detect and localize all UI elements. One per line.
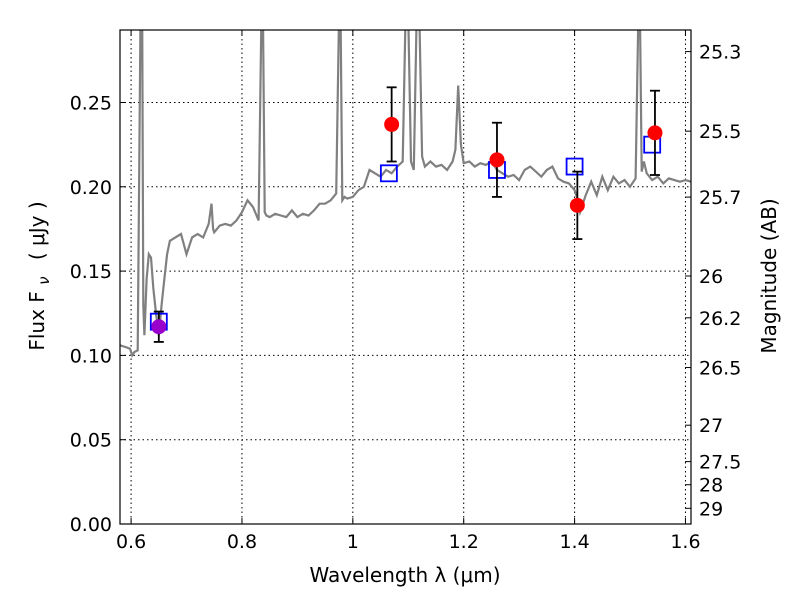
grid-lines bbox=[120, 30, 691, 525]
plot-frame bbox=[119, 29, 692, 525]
y2-tick-label: 26.2 bbox=[699, 308, 741, 330]
x-tick-label: 1.6 bbox=[670, 531, 700, 553]
y2-tick-label: 25.7 bbox=[699, 187, 741, 209]
y2-tick-label: 29 bbox=[699, 498, 723, 520]
observed-photometry-point bbox=[647, 125, 663, 141]
x-tick-label: 0.6 bbox=[116, 531, 146, 553]
y-tick-label: 0.20 bbox=[70, 177, 112, 199]
y-tick-label: 0.00 bbox=[70, 514, 112, 536]
model-photometry-square bbox=[565, 157, 584, 176]
y-tick-label: 0.10 bbox=[70, 345, 112, 367]
y-tick-label: 0.15 bbox=[70, 261, 112, 283]
x-tick-label: 1.2 bbox=[449, 531, 479, 553]
y-axis-label-main: Flux F bbox=[25, 291, 49, 350]
observed-photometry-point bbox=[489, 152, 505, 168]
y-axis-label: Flux F ν ( μJy ) bbox=[25, 201, 54, 350]
model-photometry-squares bbox=[149, 135, 662, 331]
y2-axis-label: Magnitude (AB) bbox=[757, 198, 781, 353]
observed-photometry-point bbox=[384, 116, 400, 132]
y2-tick-label: 27.5 bbox=[699, 452, 741, 474]
y-tick-label: 0.25 bbox=[70, 92, 112, 114]
svg-text:Flux F ν ( μJy ): Flux F ν ( μJy ) bbox=[25, 201, 54, 350]
x-axis-label: Wavelength λ (μm) bbox=[309, 563, 500, 587]
y-axis-label-units: ( μJy ) bbox=[25, 201, 49, 260]
observed-photometry-point bbox=[151, 319, 167, 335]
error-bars bbox=[153, 86, 660, 343]
y2-tick-label: 25.3 bbox=[699, 42, 741, 64]
y2-tick-label: 25.5 bbox=[699, 121, 741, 143]
y-tick-label: 0.05 bbox=[70, 430, 112, 452]
observed-photometry-point bbox=[569, 197, 585, 213]
y2-tick-label: 28 bbox=[699, 475, 723, 497]
x-tick-label: 1.4 bbox=[559, 531, 589, 553]
y-axis-label-subscript: ν bbox=[35, 276, 53, 284]
x-tick-label: 1 bbox=[347, 531, 359, 553]
axis-ticks: 0.6 0.8 1 1.2 1.4 1.6 0.00 0.05 0.10 0.15 0.20 0.25… bbox=[70, 30, 741, 553]
y2-tick-label: 27 bbox=[699, 415, 723, 437]
x-tick-label: 0.8 bbox=[227, 531, 257, 553]
plot-area bbox=[120, 30, 691, 358]
observed-photometry-points bbox=[151, 116, 663, 335]
model-photometry-square bbox=[379, 164, 398, 183]
y2-tick-label: 26 bbox=[699, 266, 723, 288]
y2-tick-label: 26.5 bbox=[699, 358, 741, 380]
